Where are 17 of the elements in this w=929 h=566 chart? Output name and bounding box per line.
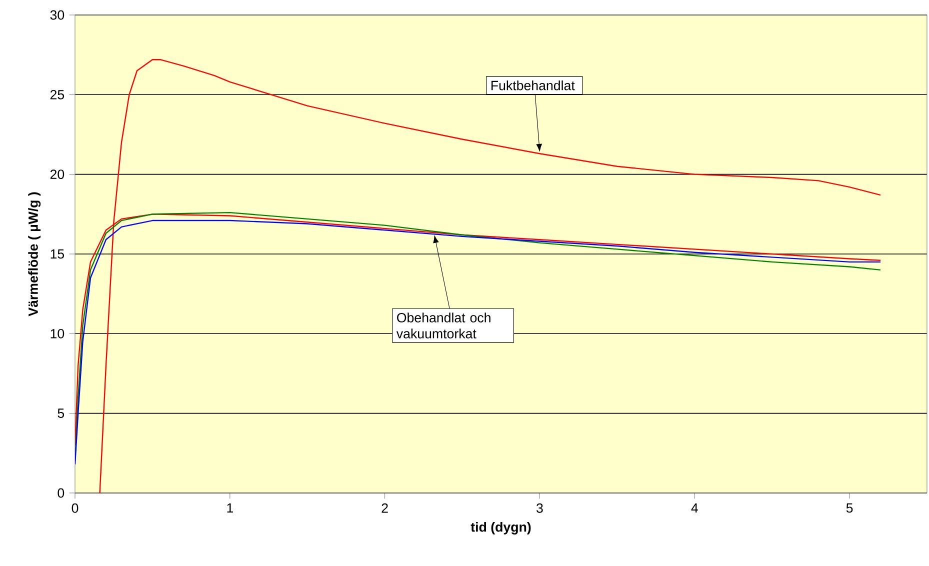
y-tick-label: 25 — [50, 90, 64, 100]
y-tick-label: 20 — [50, 170, 64, 180]
y-axis-title: Värmeflöde ( µW/g ) — [28, 192, 41, 316]
x-tick-label: 4 — [691, 503, 698, 513]
y-tick-label: 5 — [58, 408, 64, 418]
x-tick-label: 1 — [227, 503, 233, 513]
x-axis-title: tid (dygn) — [470, 522, 531, 534]
y-tick-label: 10 — [50, 328, 64, 338]
annotation: Obehandlat och vakuumtorkat — [396, 312, 490, 338]
x-tick-label: 0 — [72, 503, 78, 513]
annotation: Fuktbehandlat — [491, 80, 575, 90]
y-tick-label: 0 — [58, 488, 64, 498]
y-tick-label: 30 — [50, 10, 64, 20]
x-tick-label: 3 — [536, 503, 543, 513]
x-tick-label: 5 — [846, 503, 853, 513]
y-tick-label: 15 — [50, 249, 64, 259]
x-tick-label: 2 — [382, 503, 388, 513]
